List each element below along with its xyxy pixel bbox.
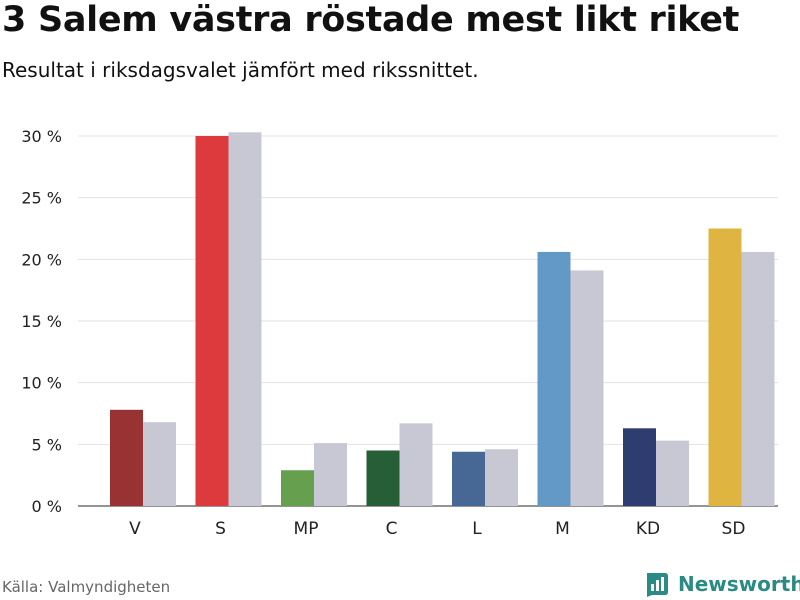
newsworthy-logo-icon [647,573,668,597]
bar-local-m [537,251,571,506]
bar-local-v [110,409,143,506]
x-tick-label: C [386,519,398,539]
y-tick-label: 20 % [21,250,62,269]
y-tick-label: 10 % [21,374,62,393]
bar-national-v [143,422,176,506]
y-tick-label: 0 % [32,497,62,516]
bar-national-mp [314,443,347,506]
y-tick-label: 30 % [21,127,62,146]
bar-local-kd [623,428,656,506]
bar-local-mp [281,470,314,506]
x-tick-label: SD [722,519,746,539]
x-tick-label: MP [294,519,319,539]
y-tick-label: 25 % [21,189,62,208]
bar-national-s [228,132,262,507]
chart-title: 3 Salem västra röstade mest likt riket [2,0,740,40]
x-tick-label: V [129,519,141,539]
bar-local-sd [708,228,742,506]
newsworthy-brand: Newsworthy [644,569,800,599]
bar-national-kd [656,440,689,506]
bar-local-s [195,136,229,506]
y-tick-label: 15 % [21,312,62,331]
bar-national-sd [741,251,775,506]
x-tick-label: S [215,519,226,539]
source-note: Källa: Valmyndigheten [2,578,171,596]
bar-local-l [452,451,485,506]
bar-national-c [399,423,433,506]
bar-local-c [366,450,400,506]
chart-subtitle: Resultat i riksdagsvalet jämfört med rik… [2,58,479,82]
x-tick-label: KD [636,519,660,539]
bar-national-l [485,449,518,506]
x-tick-label: M [555,519,570,539]
brand-name: Newsworthy [678,572,800,596]
y-tick-label: 5 % [32,435,62,454]
bar-national-m [570,270,604,506]
x-tick-label: L [472,519,482,539]
